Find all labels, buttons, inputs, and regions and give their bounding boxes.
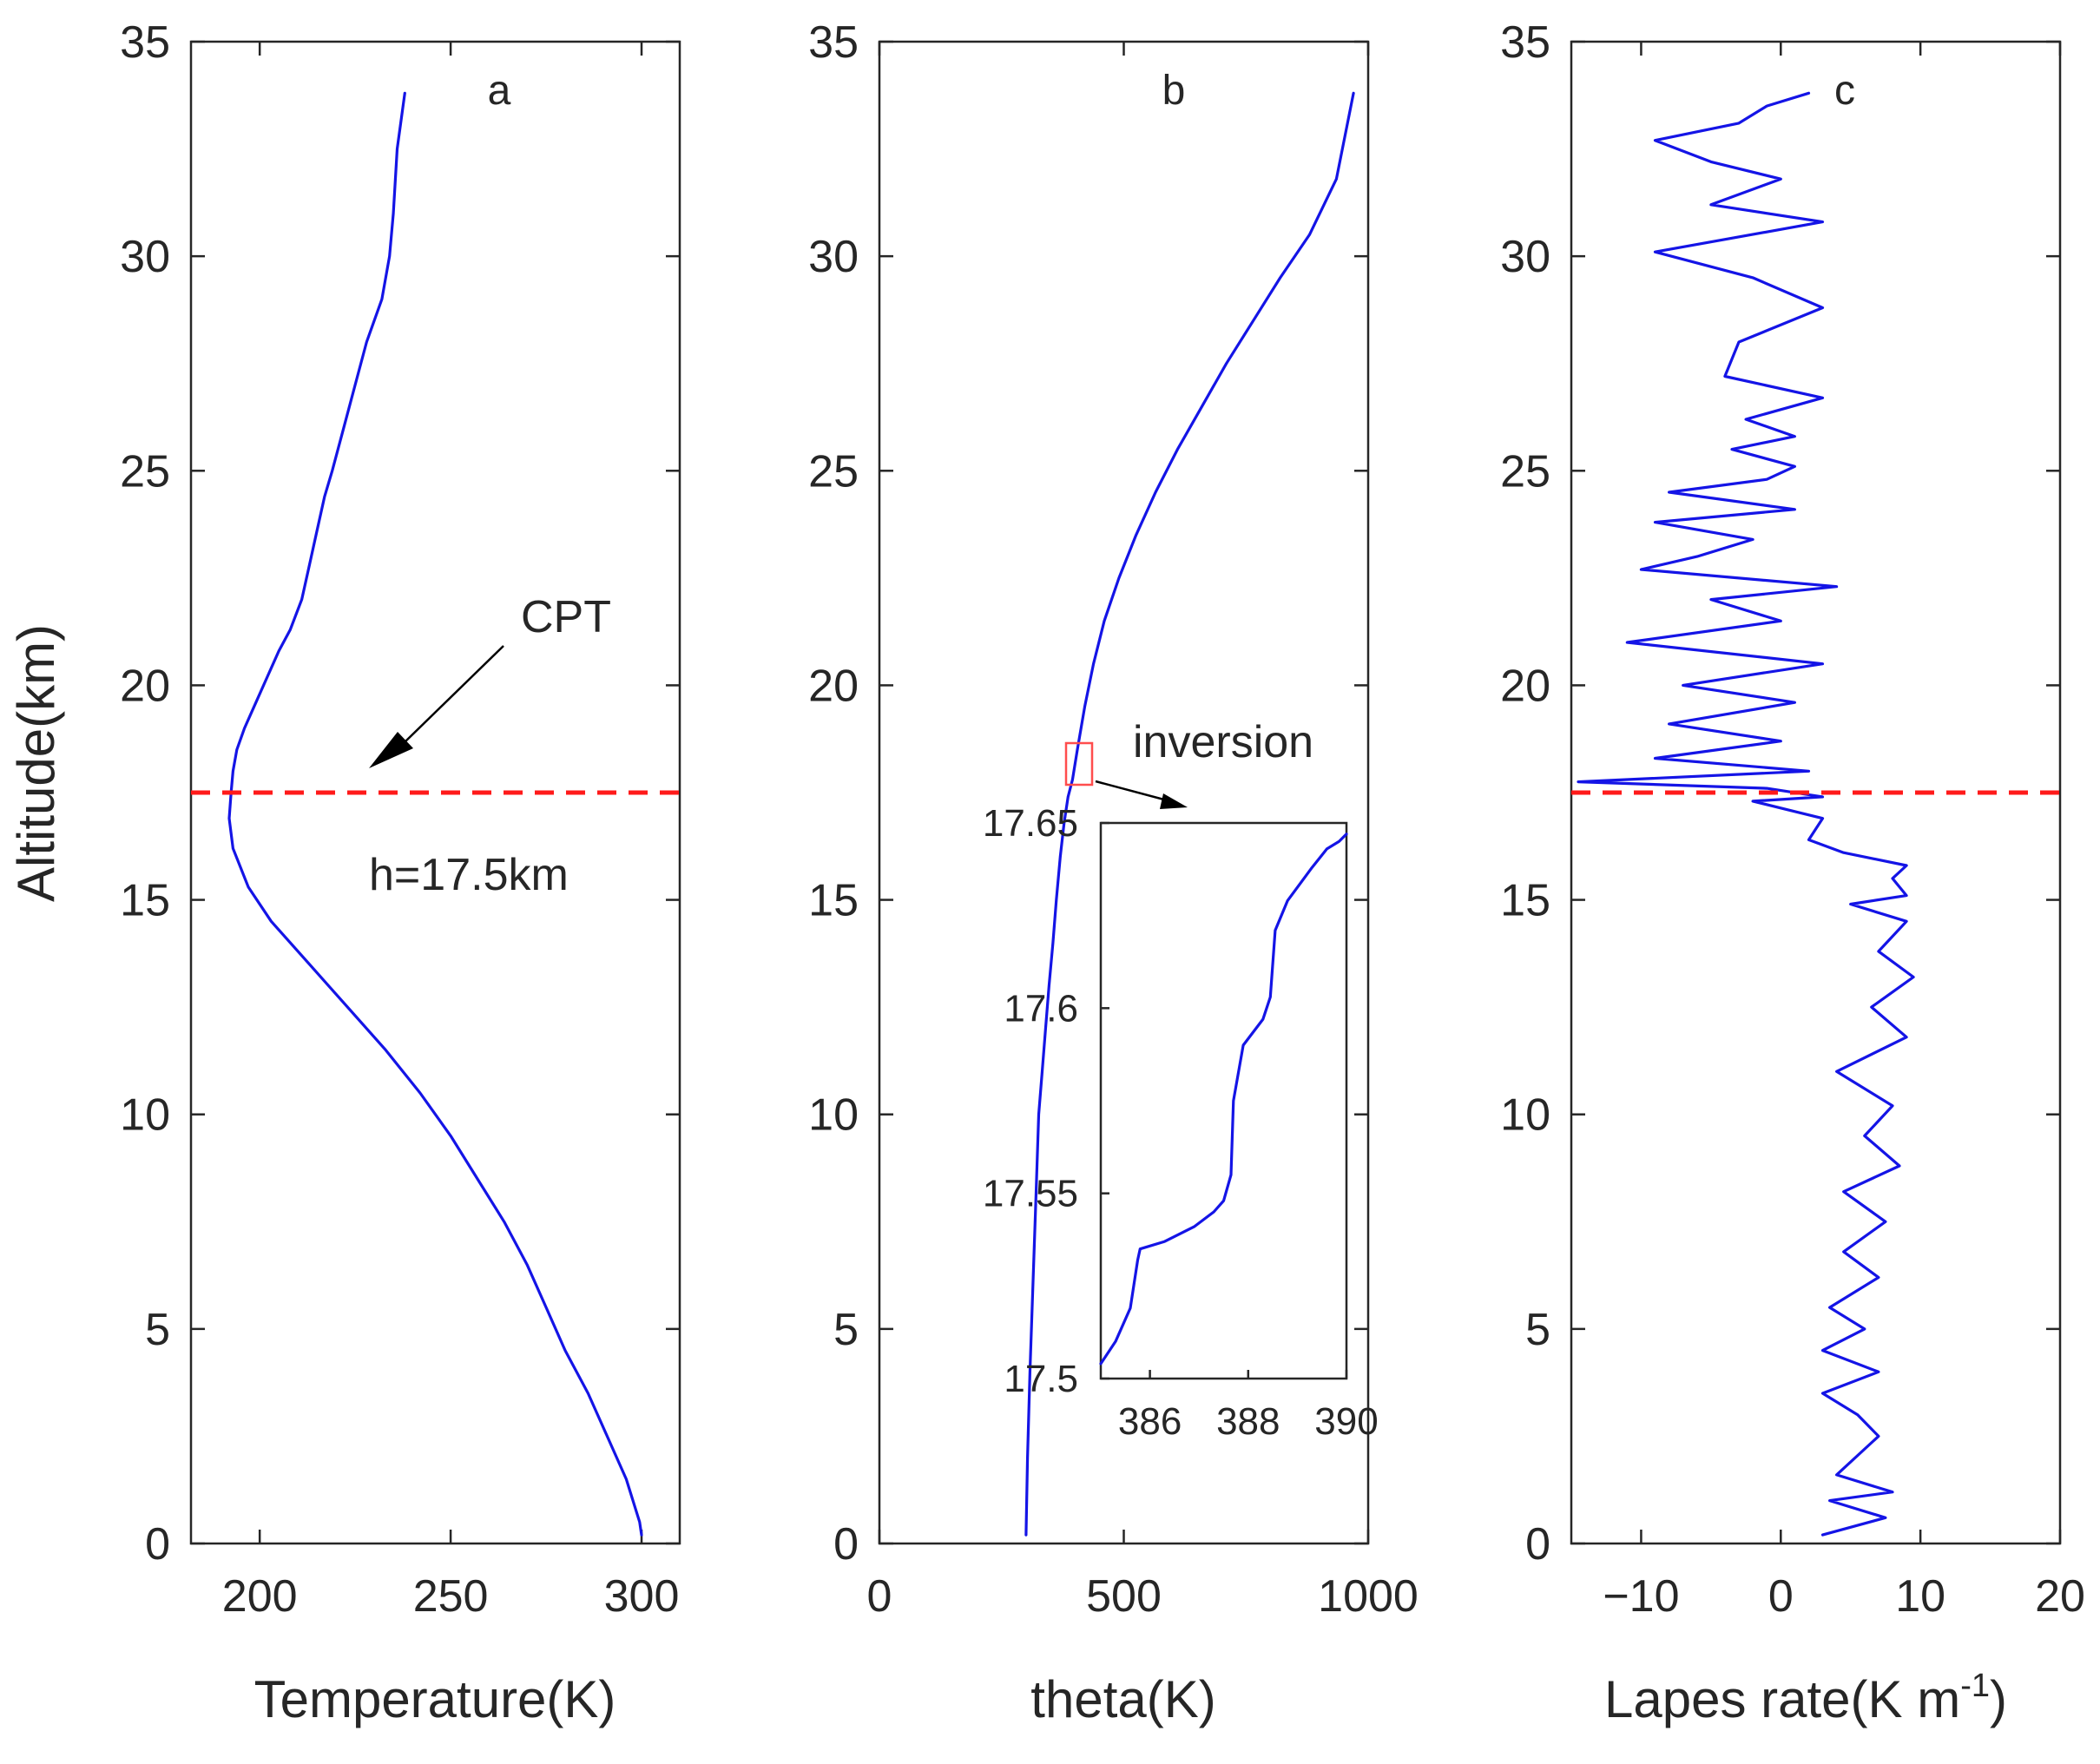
panel-a-temperature-curve <box>227 91 643 1537</box>
x-tick-label: 20 <box>2035 1571 2085 1622</box>
x-tick-label: 250 <box>413 1571 489 1622</box>
inset-y-tick-label: 17.5 <box>1004 1358 1078 1400</box>
y-tick-label: 0 <box>145 1519 170 1570</box>
panel-a-x-ticks: 200 250 300 <box>222 42 680 1622</box>
panel-b-letter: b <box>1162 68 1186 114</box>
inversion-arrow-head <box>1160 793 1188 809</box>
x-tick-label: 200 <box>222 1571 298 1622</box>
panel-c: −10 0 10 20 0 5 10 15 20 25 30 35 c Lapes rate(K m… <box>1500 17 2085 1728</box>
inset-x-ticks: 386 388 390 <box>1118 1370 1379 1443</box>
y-tick-label: 20 <box>120 661 170 711</box>
inset-y-tick-label: 17.55 <box>983 1173 1078 1215</box>
y-tick-label: 25 <box>120 446 170 497</box>
inset-theta-curve <box>1099 833 1348 1366</box>
y-tick-label: 35 <box>808 17 859 68</box>
y-tick-label: 5 <box>1525 1305 1550 1355</box>
panel-b-x-label: theta(K) <box>1030 1670 1215 1728</box>
y-tick-label: 5 <box>833 1305 859 1355</box>
inset-plot: 386 388 390 17.5 17.55 17.6 17.65 <box>983 802 1379 1443</box>
inset-y-ticks: 17.5 17.55 17.6 17.65 <box>983 802 1109 1400</box>
y-tick-label: 0 <box>833 1519 859 1570</box>
panel-a-letter: a <box>488 68 511 114</box>
inversion-label: inversion <box>1133 717 1313 767</box>
panel-c-lapse-rate-curve <box>1577 91 1915 1537</box>
inversion-arrow-line <box>1095 780 1175 804</box>
x-tick-label: 10 <box>1895 1571 1945 1622</box>
inversion-zoom-box <box>1064 741 1094 787</box>
panel-c-x-label: Lapes rate(K m-1) <box>1604 1668 2007 1728</box>
y-tick-label: 25 <box>1500 446 1550 497</box>
y-tick-label: 10 <box>808 1090 859 1141</box>
x-tick-label: 0 <box>867 1571 892 1622</box>
cpt-arrow-head <box>369 732 413 768</box>
x-tick-label: −10 <box>1603 1571 1679 1622</box>
y-tick-label: 15 <box>808 876 859 926</box>
panel-b-x-ticks: 0 500 1000 <box>867 42 1419 1622</box>
x-tick-label: 300 <box>604 1571 680 1622</box>
y-tick-label: 0 <box>1525 1519 1550 1570</box>
y-tick-label: 15 <box>1500 876 1550 926</box>
y-tick-label: 20 <box>808 661 859 711</box>
y-tick-label: 15 <box>120 876 170 926</box>
y-tick-label: 20 <box>1500 661 1550 711</box>
y-tick-label: 30 <box>808 232 859 282</box>
panel-c-x-ticks: −10 0 10 20 <box>1603 42 2085 1622</box>
height-label: h=17.5km <box>369 850 569 900</box>
inset-frame <box>1099 821 1348 1380</box>
panel-c-y-ticks: 0 5 10 15 20 25 30 35 <box>1500 17 2060 1570</box>
x-tick-label: 0 <box>1768 1571 1794 1622</box>
x-tick-label: 1000 <box>1318 1571 1419 1622</box>
y-axis-label: Altitude(km) <box>7 624 65 902</box>
panel-a-y-ticks: 0 5 10 15 20 25 30 35 <box>120 17 680 1570</box>
y-tick-label: 5 <box>145 1305 170 1355</box>
panel-c-x-label-main: Lapes rate(K m <box>1604 1670 1960 1728</box>
panel-c-x-label-superscript: -1 <box>1960 1668 1990 1704</box>
inset-x-tick-label: 390 <box>1314 1400 1378 1443</box>
panel-b-y-ticks: 0 5 10 15 20 25 30 35 <box>808 17 1368 1570</box>
y-tick-label: 30 <box>1500 232 1550 282</box>
y-tick-label: 35 <box>120 17 170 68</box>
y-tick-label: 10 <box>120 1090 170 1141</box>
inset-y-tick-label: 17.6 <box>1004 987 1078 1030</box>
panel-b-theta-curve <box>1024 91 1355 1537</box>
cpt-arrow-line <box>403 645 504 744</box>
panel-c-x-label-end: ) <box>1990 1670 2007 1728</box>
inset-y-tick-label: 17.65 <box>983 802 1078 845</box>
panel-c-letter: c <box>1834 68 1855 114</box>
x-tick-label: 500 <box>1086 1571 1162 1622</box>
panel-a-x-label: Temperature(K) <box>254 1670 616 1728</box>
y-tick-label: 25 <box>808 446 859 497</box>
y-tick-label: 10 <box>1500 1090 1550 1141</box>
inset-background <box>1101 823 1346 1379</box>
inset-x-tick-label: 386 <box>1118 1400 1182 1443</box>
cpt-label: CPT <box>521 592 611 642</box>
y-tick-label: 35 <box>1500 17 1550 68</box>
y-tick-label: 30 <box>120 232 170 282</box>
inset-x-tick-label: 388 <box>1216 1400 1280 1443</box>
